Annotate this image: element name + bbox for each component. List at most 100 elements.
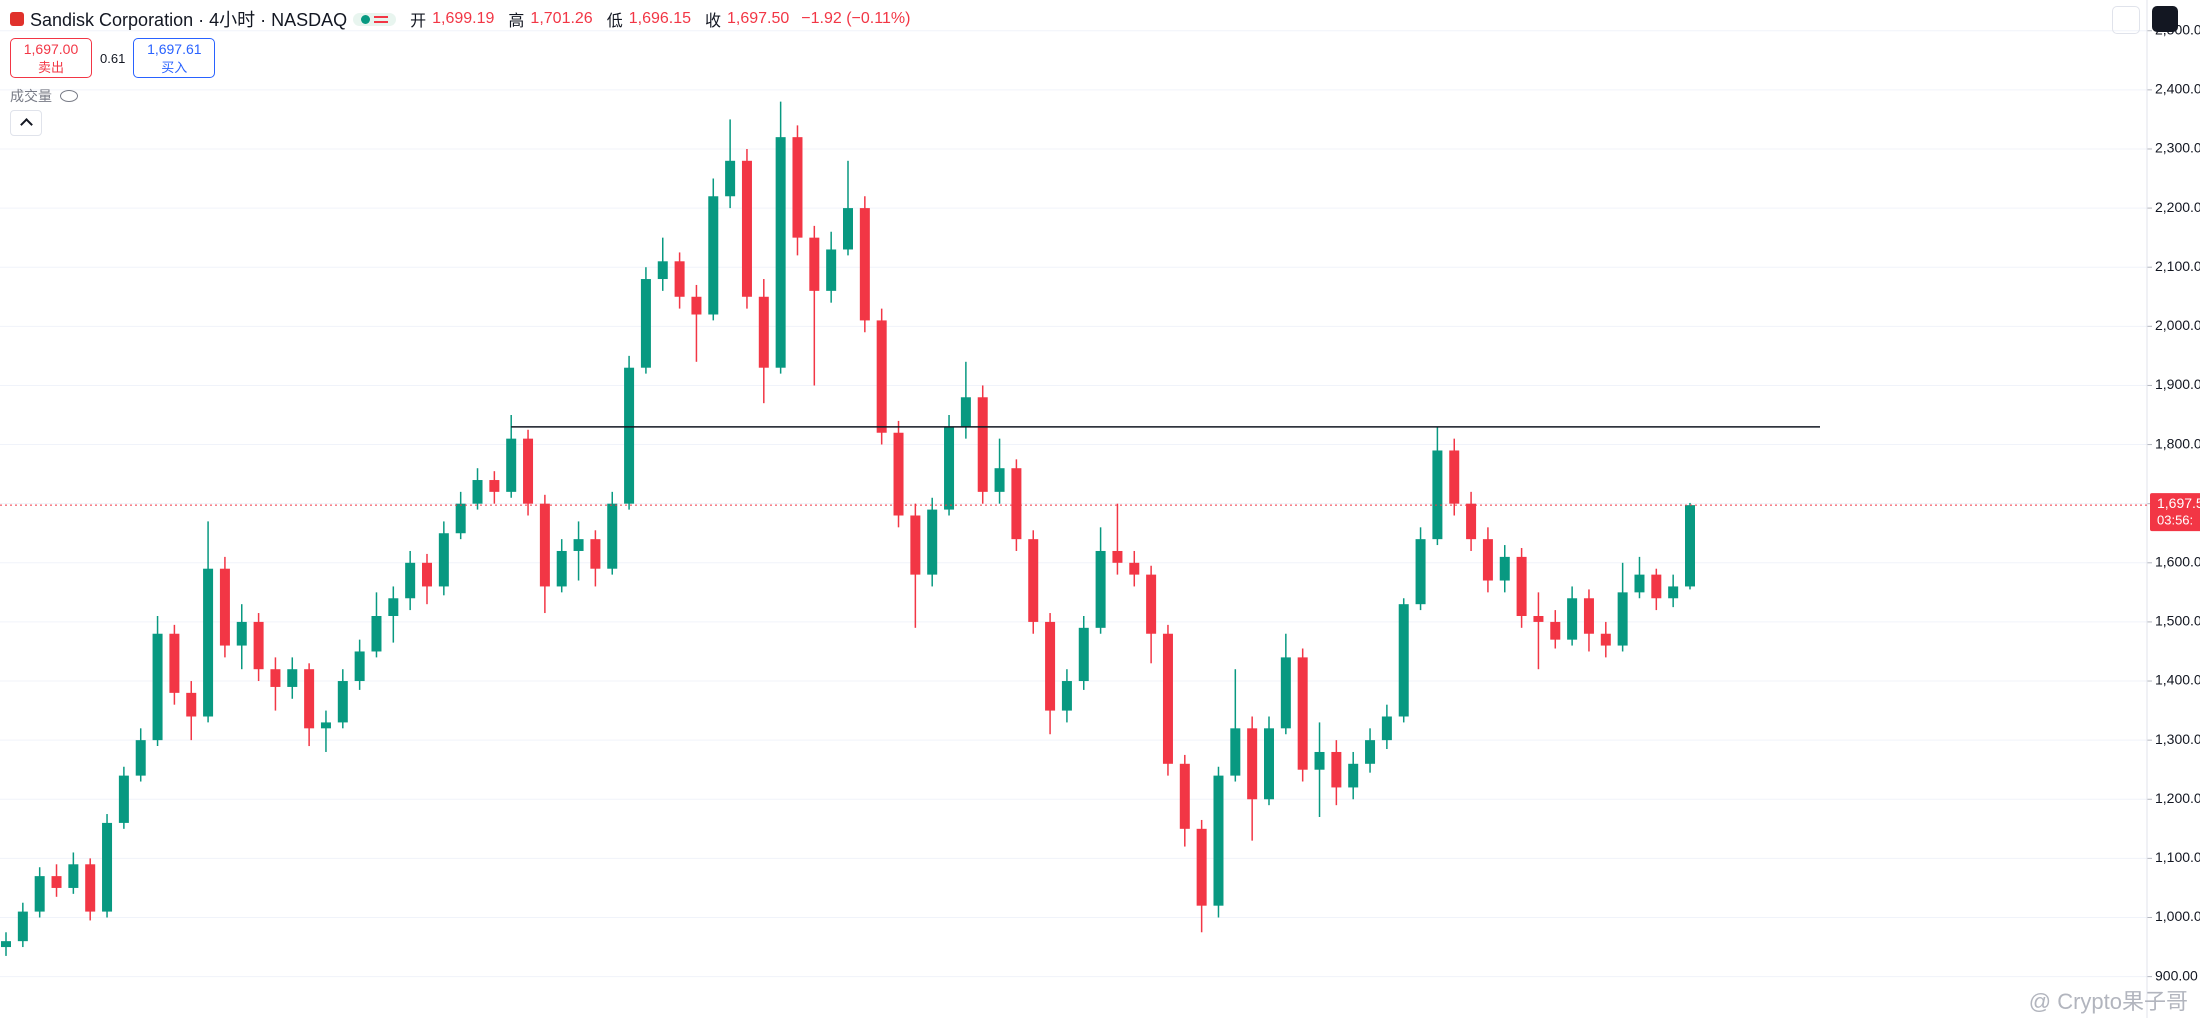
candle-body bbox=[539, 503, 550, 587]
candle-body bbox=[944, 426, 955, 510]
y-tick-label: 2,000.00 bbox=[2155, 317, 2200, 333]
candle-body bbox=[1516, 556, 1527, 617]
candle-body bbox=[674, 261, 685, 297]
y-tick-label: 1,200.00 bbox=[2155, 790, 2200, 806]
candle-body bbox=[1550, 621, 1561, 640]
candle-body bbox=[1348, 763, 1359, 788]
candle-body bbox=[270, 669, 281, 687]
change: −1.92 (−0.11%) bbox=[801, 10, 911, 27]
candle-body bbox=[1533, 616, 1544, 622]
candle-body bbox=[1567, 598, 1578, 640]
y-tick-label: 1,000.00 bbox=[2155, 908, 2200, 924]
wave-icon bbox=[374, 15, 389, 23]
candle-body bbox=[523, 438, 534, 504]
candle-body bbox=[337, 681, 348, 723]
candle-body bbox=[219, 568, 230, 646]
candle-body bbox=[1449, 450, 1460, 504]
candle-body bbox=[287, 669, 298, 687]
y-tick-label: 1,100.00 bbox=[2155, 849, 2200, 865]
candle-body bbox=[657, 261, 668, 280]
high-value: 1,701.26 bbox=[530, 10, 593, 27]
y-tick-label: 1,800.00 bbox=[2155, 435, 2200, 451]
candle-body bbox=[1078, 627, 1089, 682]
candle-body bbox=[1280, 657, 1291, 729]
candle-body bbox=[135, 740, 146, 776]
candle-body bbox=[304, 669, 315, 729]
candle-body bbox=[17, 911, 28, 942]
low-value: 1,696.15 bbox=[628, 10, 691, 27]
candle-body bbox=[927, 509, 938, 575]
candle-body bbox=[68, 864, 79, 888]
y-tick-label: 1,900.00 bbox=[2155, 376, 2200, 392]
status-pill[interactable] bbox=[353, 12, 397, 26]
trade-panel: 1,697.00 卖出 0.61 1,697.61 买入 bbox=[10, 38, 216, 78]
candle-body bbox=[455, 503, 466, 534]
candle-body bbox=[51, 876, 62, 888]
candle-body bbox=[118, 775, 129, 823]
candle-body bbox=[1634, 574, 1645, 593]
last-price-label: 1,697.50 bbox=[2157, 495, 2200, 511]
candle-body bbox=[1129, 562, 1140, 575]
candle-body bbox=[691, 296, 702, 315]
volume-label: 成交量 bbox=[10, 88, 52, 104]
candle-body bbox=[1685, 505, 1695, 587]
spread: 0.61 bbox=[100, 50, 126, 66]
candle-body bbox=[977, 397, 988, 492]
y-tick-label: 2,400.00 bbox=[2155, 81, 2200, 97]
collapse-button[interactable] bbox=[10, 110, 42, 136]
candle-body bbox=[506, 438, 517, 492]
candle-body bbox=[422, 562, 432, 587]
candle-body bbox=[607, 503, 618, 569]
candle-body bbox=[1432, 450, 1443, 540]
candle-body bbox=[826, 249, 837, 291]
sell-price: 1,697.00 bbox=[23, 40, 79, 57]
fullscreen-button[interactable] bbox=[2152, 6, 2178, 32]
candle-body bbox=[1398, 604, 1409, 717]
candle-body bbox=[1162, 633, 1173, 764]
logo bbox=[10, 12, 24, 26]
candle-body bbox=[1247, 728, 1258, 800]
buy-button[interactable]: 1,697.61 买入 bbox=[133, 38, 216, 78]
y-tick-label: 1,400.00 bbox=[2155, 672, 2200, 688]
eye-icon[interactable] bbox=[60, 90, 78, 102]
candle-body bbox=[1, 941, 11, 948]
candle-body bbox=[489, 480, 500, 492]
last-price-tag bbox=[2150, 493, 2200, 532]
candle-body bbox=[725, 160, 736, 197]
candle-body bbox=[388, 598, 399, 617]
candle-body bbox=[320, 722, 331, 729]
candle-body bbox=[775, 137, 786, 368]
symbol[interactable]: Sandisk Corporation · 4小时 · NASDAQ bbox=[30, 10, 348, 30]
low-label: 低 bbox=[606, 13, 623, 30]
candle-body bbox=[1196, 828, 1207, 906]
candle-body bbox=[640, 279, 651, 368]
candle-body bbox=[472, 480, 483, 504]
y-tick-label: 2,300.00 bbox=[2155, 140, 2200, 156]
market-dot bbox=[361, 14, 371, 24]
watermark: @ Crypto果子哥 bbox=[2028, 989, 2188, 1014]
candle-body bbox=[1230, 728, 1241, 776]
y-tick-label: 1,300.00 bbox=[2155, 731, 2200, 747]
candle-body bbox=[1600, 633, 1611, 646]
countdown: 03:56: bbox=[2157, 513, 2193, 528]
candle-body bbox=[1668, 586, 1679, 599]
y-tick-label: 900.00 bbox=[2155, 967, 2198, 983]
candle-body bbox=[708, 196, 719, 315]
open-label: 开 bbox=[410, 13, 427, 30]
candle-body bbox=[1415, 539, 1426, 605]
candle-body bbox=[1314, 751, 1325, 770]
candle-body bbox=[1297, 657, 1308, 770]
candle-body bbox=[1095, 550, 1106, 628]
sell-button[interactable]: 1,697.00 卖出 bbox=[10, 38, 92, 78]
candle-body bbox=[624, 367, 635, 504]
buy-price: 1,697.61 bbox=[147, 40, 202, 57]
candle-body bbox=[1028, 539, 1039, 622]
candle-body bbox=[1213, 775, 1224, 906]
candle-body bbox=[1179, 763, 1190, 829]
candle-body bbox=[1499, 556, 1510, 581]
scroll-button[interactable] bbox=[2112, 6, 2140, 34]
candle-body bbox=[1466, 503, 1477, 540]
candle-body bbox=[910, 515, 921, 575]
